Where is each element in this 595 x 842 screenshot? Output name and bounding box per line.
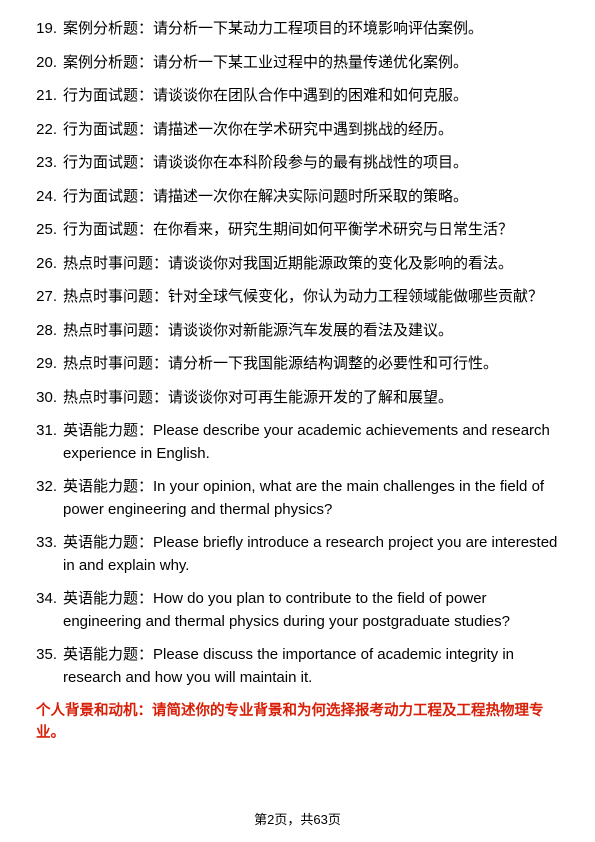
question-item: 19.案例分析题：请分析一下某动力工程项目的环境影响评估案例。 [28, 18, 567, 41]
question-item: 27.热点时事问题：针对全球气候变化，你认为动力工程领域能做哪些贡献？ [28, 286, 567, 309]
question-number: 19. [28, 18, 61, 41]
question-text: 热点时事问题：请分析一下我国能源结构调整的必要性和可行性。 [61, 353, 567, 376]
question-item: 34.英语能力题：How do you plan to contribute t… [28, 588, 567, 633]
question-text: 英语能力题：In your opinion, what are the main… [61, 476, 567, 521]
question-item: 32.英语能力题：In your opinion, what are the m… [28, 476, 567, 521]
question-text: 英语能力题：Please briefly introduce a researc… [61, 532, 567, 577]
question-number: 27. [28, 286, 61, 309]
question-text: 案例分析题：请分析一下某工业过程中的热量传递优化案例。 [61, 52, 567, 75]
question-item: 26.热点时事问题：请谈谈你对我国近期能源政策的变化及影响的看法。 [28, 253, 567, 276]
question-item: 31.英语能力题：Please describe your academic a… [28, 420, 567, 465]
question-item: 21.行为面试题：请谈谈你在团队合作中遇到的困难和如何克服。 [28, 85, 567, 108]
footnote-text: 个人背景和动机：请简述你的专业背景和为何选择报考动力工程及工程热物理专业。 [28, 700, 567, 745]
question-text: 英语能力题：Please describe your academic achi… [61, 420, 567, 465]
question-number: 22. [28, 119, 61, 142]
question-text: 行为面试题：请描述一次你在解决实际问题时所采取的策略。 [61, 186, 567, 209]
question-text: 热点时事问题：请谈谈你对我国近期能源政策的变化及影响的看法。 [61, 253, 567, 276]
question-text: 英语能力题：Please discuss the importance of a… [61, 644, 567, 689]
question-number: 25. [28, 219, 61, 242]
question-number: 30. [28, 387, 61, 410]
question-item: 23.行为面试题：请谈谈你在本科阶段参与的最有挑战性的项目。 [28, 152, 567, 175]
page-indicator: 第2页，共63页 [0, 809, 595, 828]
question-number: 24. [28, 186, 61, 209]
question-text: 行为面试题：在你看来，研究生期间如何平衡学术研究与日常生活？ [61, 219, 567, 242]
question-number: 29. [28, 353, 61, 376]
question-text: 行为面试题：请谈谈你在本科阶段参与的最有挑战性的项目。 [61, 152, 567, 175]
question-text: 行为面试题：请描述一次你在学术研究中遇到挑战的经历。 [61, 119, 567, 142]
question-number: 28. [28, 320, 61, 343]
question-text: 案例分析题：请分析一下某动力工程项目的环境影响评估案例。 [61, 18, 567, 41]
question-item: 28.热点时事问题：请谈谈你对新能源汽车发展的看法及建议。 [28, 320, 567, 343]
question-item: 30.热点时事问题：请谈谈你对可再生能源开发的了解和展望。 [28, 387, 567, 410]
question-number: 33. [28, 532, 61, 555]
question-item: 25.行为面试题：在你看来，研究生期间如何平衡学术研究与日常生活？ [28, 219, 567, 242]
question-number: 21. [28, 85, 61, 108]
question-text: 行为面试题：请谈谈你在团队合作中遇到的困难和如何克服。 [61, 85, 567, 108]
question-text: 热点时事问题：请谈谈你对可再生能源开发的了解和展望。 [61, 387, 567, 410]
question-number: 31. [28, 420, 61, 443]
question-item: 24.行为面试题：请描述一次你在解决实际问题时所采取的策略。 [28, 186, 567, 209]
question-number: 26. [28, 253, 61, 276]
question-number: 23. [28, 152, 61, 175]
question-item: 20.案例分析题：请分析一下某工业过程中的热量传递优化案例。 [28, 52, 567, 75]
question-text: 热点时事问题：请谈谈你对新能源汽车发展的看法及建议。 [61, 320, 567, 343]
question-item: 33.英语能力题：Please briefly introduce a rese… [28, 532, 567, 577]
question-item: 29.热点时事问题：请分析一下我国能源结构调整的必要性和可行性。 [28, 353, 567, 376]
question-number: 34. [28, 588, 61, 611]
question-list: 19.案例分析题：请分析一下某动力工程项目的环境影响评估案例。20.案例分析题：… [28, 18, 567, 689]
question-text: 热点时事问题：针对全球气候变化，你认为动力工程领域能做哪些贡献？ [61, 286, 567, 309]
question-number: 35. [28, 644, 61, 667]
question-text: 英语能力题：How do you plan to contribute to t… [61, 588, 567, 633]
question-number: 20. [28, 52, 61, 75]
question-item: 35.英语能力题：Please discuss the importance o… [28, 644, 567, 689]
question-number: 32. [28, 476, 61, 499]
question-item: 22.行为面试题：请描述一次你在学术研究中遇到挑战的经历。 [28, 119, 567, 142]
